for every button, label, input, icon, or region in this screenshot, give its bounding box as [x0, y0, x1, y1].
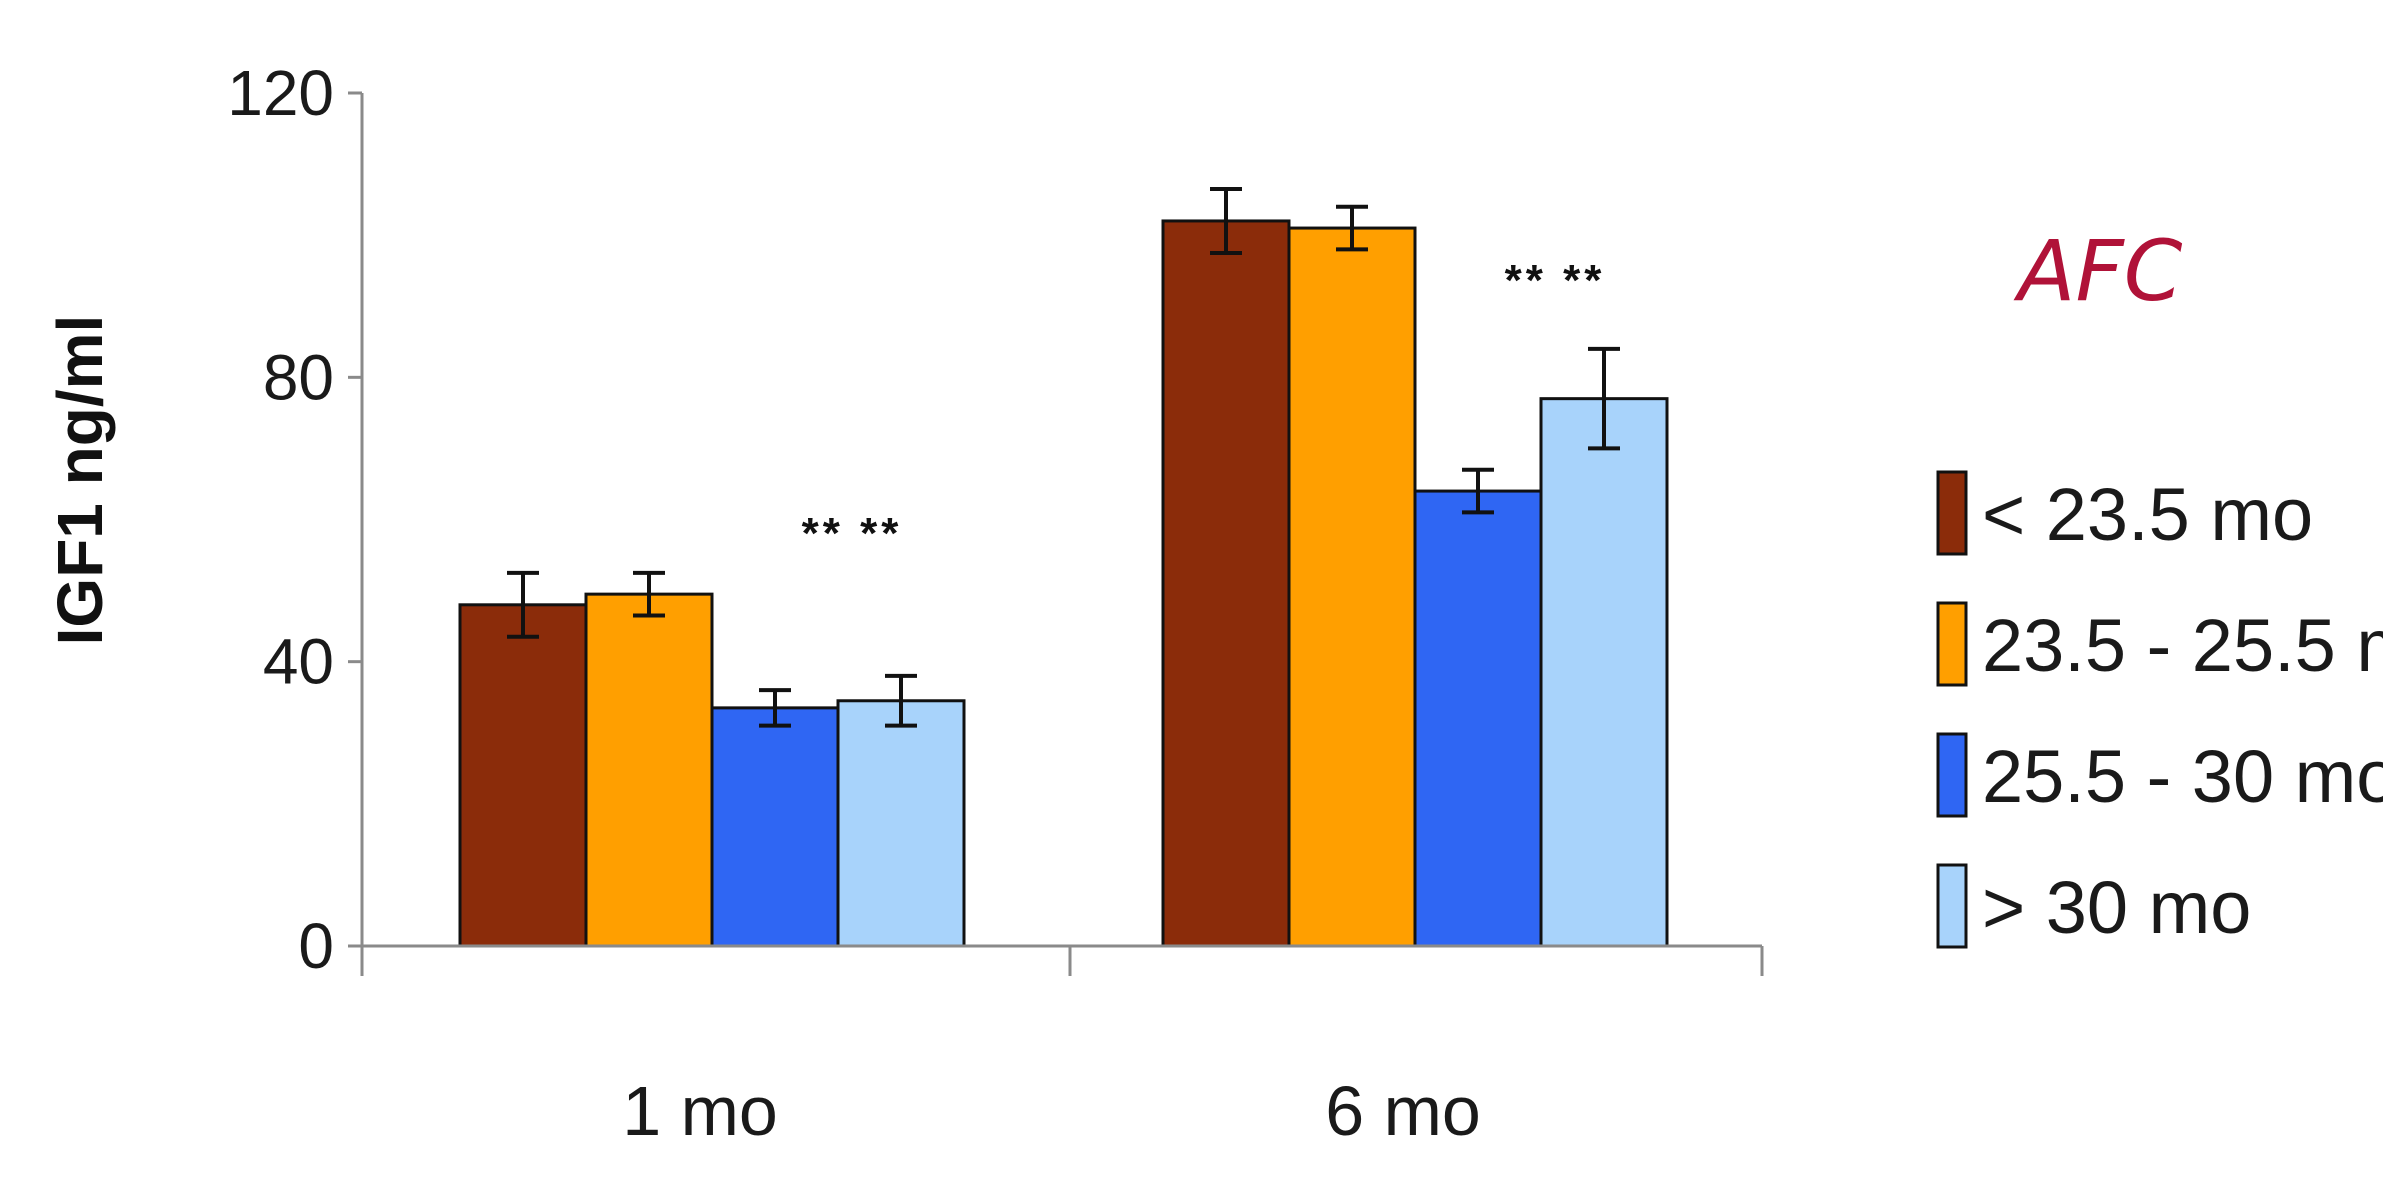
bar-1-1-mo — [458, 603, 588, 948]
bar-1-6-mo — [1161, 219, 1291, 948]
y-tick-label: 40 — [263, 626, 334, 698]
x-category-label: 1 mo — [622, 1072, 778, 1150]
legend-swatch — [1936, 601, 1968, 687]
error-bar-1-6-mo — [1210, 186, 1242, 255]
y-tick-label: 120 — [227, 57, 334, 129]
legend-label: 25.5 - 30 mo — [1982, 735, 2383, 818]
x-category-label: 6 mo — [1325, 1072, 1481, 1150]
error-bar-1-1-mo — [507, 570, 539, 639]
error-bar-2-1-mo — [633, 570, 665, 618]
error-bar-2-6-mo — [1336, 204, 1368, 252]
legend-label: 23.5 - 25.5 mo — [1982, 604, 2383, 687]
y-tick-label: 0 — [298, 910, 334, 982]
y-tick-label: 80 — [263, 341, 334, 413]
legend-item: < 23.5 mo — [1936, 470, 2313, 556]
legend-label: > 30 mo — [1982, 866, 2251, 949]
error-bars-layer — [507, 186, 1620, 728]
bar-2-1-mo — [584, 592, 714, 948]
error-bar-4-6-mo — [1588, 346, 1620, 451]
error-bar-3-1-mo — [759, 688, 791, 728]
bar-2-6-mo — [1287, 226, 1417, 948]
bar-3-1-mo — [710, 706, 840, 948]
legend-item: 25.5 - 30 mo — [1936, 732, 2383, 818]
bar-3-6-mo — [1413, 489, 1543, 948]
bar-4-1-mo — [836, 699, 966, 948]
legend-label: < 23.5 mo — [1982, 473, 2313, 556]
bars-layer — [458, 219, 1669, 948]
axes-layer — [348, 91, 1764, 976]
legend-swatch — [1936, 470, 1968, 556]
legend-item: > 30 mo — [1936, 863, 2251, 949]
legend-swatch — [1936, 732, 1968, 818]
significance-annotation: ** ** — [802, 509, 903, 558]
legend-item: 23.5 - 25.5 mo — [1936, 601, 2383, 687]
legend-title: AFC — [2013, 222, 2183, 320]
significance-annotation: ** ** — [1505, 256, 1606, 305]
legend: AFC < 23.5 mo 23.5 - 25.5 mo 25.5 - 30 mo > … — [1936, 222, 2383, 949]
error-bar-3-6-mo — [1462, 467, 1494, 515]
bar-4-6-mo — [1539, 397, 1669, 948]
y-axis-label: IGF1 ng/ml — [44, 315, 116, 646]
error-bar-4-1-mo — [885, 673, 917, 728]
legend-swatch — [1936, 863, 1968, 949]
labels-layer: 0 40 80 120 1 mo 6 mo IGF1 ng/ml ** ** ** ** — [44, 57, 1606, 1150]
